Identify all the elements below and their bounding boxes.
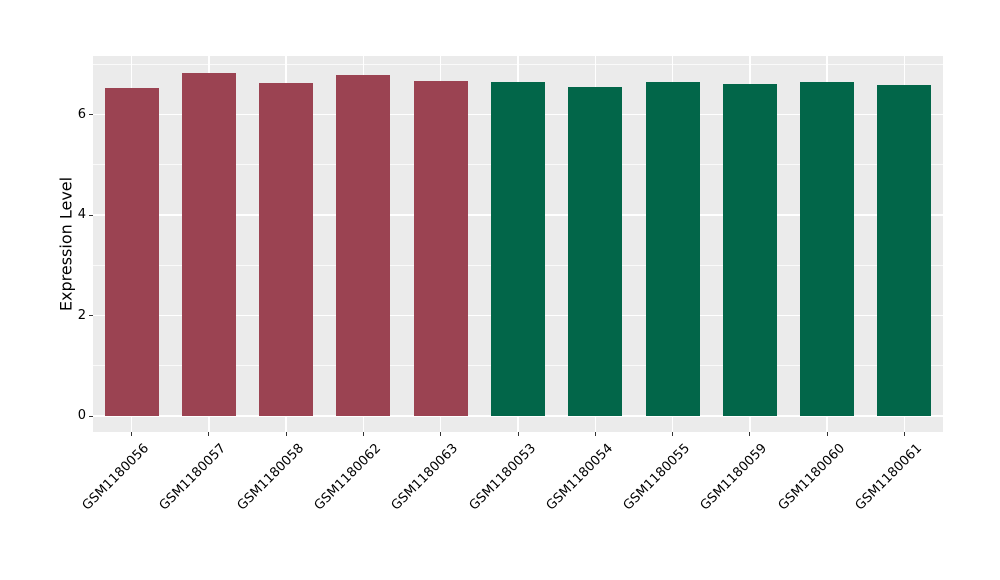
- x-tick-mark: [749, 432, 751, 436]
- bar-GSM1180061: [877, 85, 932, 416]
- y-axis-title: Expression Level: [56, 176, 76, 312]
- bars-layer: [93, 56, 943, 432]
- x-tick-mark: [440, 432, 442, 436]
- x-tick-label: GSM1180059: [697, 441, 771, 514]
- plot-area: [93, 56, 943, 432]
- x-tick-mark: [208, 432, 210, 436]
- bar-GSM1180055: [645, 82, 700, 416]
- gridline-major: [93, 415, 943, 417]
- x-tick-label: GSM1180055: [620, 441, 694, 514]
- bar-GSM1180053: [491, 81, 545, 416]
- x-tick-mark: [672, 432, 674, 436]
- y-tick-label: 6: [77, 106, 86, 122]
- bar-GSM1180063: [413, 81, 468, 416]
- x-tick-mark: [362, 432, 364, 436]
- x-tick-label: GSM1180062: [311, 441, 385, 514]
- gridline-minor: [93, 64, 943, 66]
- x-tick-label: GSM1180060: [775, 441, 848, 514]
- x-tick-mark: [594, 432, 596, 436]
- x-tick-mark: [517, 432, 519, 436]
- bar-GSM1180059: [722, 84, 777, 416]
- bar-GSM1180057: [181, 73, 236, 416]
- x-tick-label: GSM1180053: [466, 441, 539, 514]
- x-tick-label: GSM1180061: [852, 441, 925, 514]
- bar-GSM1180054: [568, 87, 623, 416]
- x-tick-label: GSM1180063: [388, 441, 462, 514]
- bar-GSM1180058: [259, 83, 314, 416]
- x-tick-label: GSM1180058: [234, 441, 307, 514]
- bar-GSM1180060: [800, 82, 855, 416]
- x-tick-mark: [903, 432, 905, 436]
- bar-GSM1180056: [104, 88, 159, 416]
- x-tick-mark: [285, 432, 287, 436]
- x-tick-mark: [131, 432, 133, 436]
- x-tick-mark: [826, 432, 828, 436]
- x-tick-label: GSM1180057: [157, 441, 230, 514]
- bar-GSM1180062: [336, 75, 391, 416]
- x-tick-label: GSM1180054: [543, 441, 616, 514]
- y-tick-label: 0: [77, 408, 86, 423]
- x-tick-label: GSM1180056: [79, 441, 153, 514]
